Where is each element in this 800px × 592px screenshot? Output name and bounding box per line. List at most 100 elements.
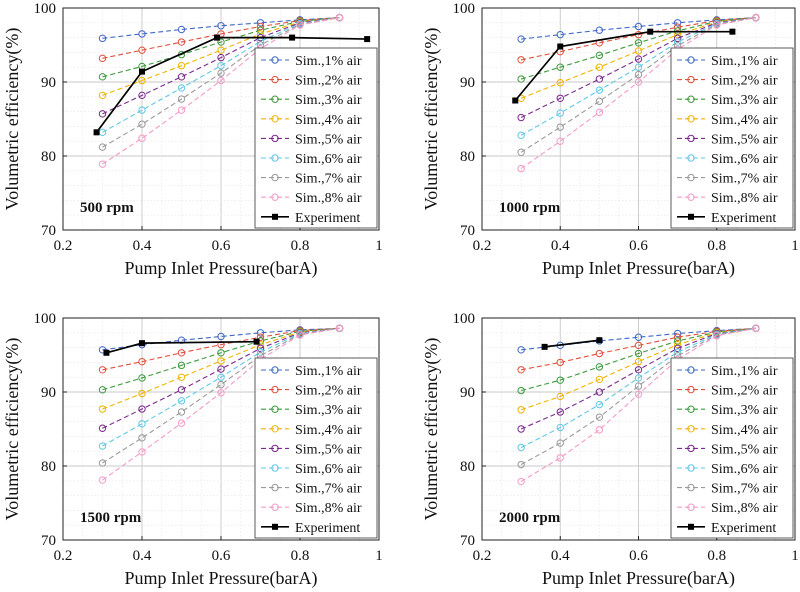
legend-label: Sim.,7% air [711,482,778,497]
series-line [102,17,340,115]
data-point [98,73,107,81]
data-point [138,46,146,54]
data-point [595,400,604,409]
experiment-point [729,28,736,35]
data-point [177,62,186,70]
data-point [634,39,643,47]
x-tick-label: 0.2 [54,548,73,564]
data-point [217,76,225,85]
legend-marker [687,75,695,84]
y-tick-label: 90 [41,385,56,401]
legend-label: Sim.,4% air [295,423,362,438]
x-axis-label: Pump Inlet Pressure(barA) [125,568,318,589]
legend-marker [687,95,695,103]
data-point [177,373,186,381]
legend-label: Sim.,2% air [711,384,778,399]
chart-panel-4: 0.2 0.4 0.6 0.8 1 70 80 90 100 Pump Inlet Pressur… [421,311,799,589]
data-point [98,424,107,432]
legend-entry-5: Sim.,5% air [677,442,778,457]
legend-label: Sim.,8% air [295,501,362,516]
x-tick-label: 0.6 [212,548,231,564]
experiment-point [289,34,296,41]
data-point [634,70,643,79]
legend-marker [687,56,695,64]
legend-marker [687,425,695,433]
experiment-point [253,338,260,345]
legend-marker [271,405,279,413]
data-point [217,365,225,373]
y-tick-label: 90 [460,75,475,91]
legend-marker [688,523,694,530]
data-point [217,357,225,365]
legend-label: Sim.,6% air [711,152,778,167]
legend-label: Sim.,7% air [295,172,362,187]
y-tick-label: 80 [41,459,56,475]
legend-entry-5: Sim.,5% air [261,132,362,147]
legend-label: Experiment [711,211,776,226]
legend-label: Sim.,3% air [711,93,778,108]
data-point [98,442,107,450]
legend-label: Sim.,4% air [711,113,778,128]
legend-entry-7: Sim.,7% air [261,482,362,497]
legend-label: Sim.,1% air [295,364,362,379]
legend-entry-7: Sim.,7% air [677,172,778,187]
legend-entry-3: Sim.,3% air [677,93,778,108]
data-point [517,35,525,43]
legend: Sim.,1% air Sim.,2% air Sim.,3% air Sim.,4%… [670,357,794,539]
legend-entry-7: Sim.,7% air [261,172,362,187]
data-point [517,75,525,83]
data-point [138,357,146,366]
data-point [98,91,107,100]
data-point [98,34,107,43]
data-point [256,348,265,356]
data-point [296,21,304,29]
data-point [634,22,643,31]
legend-label: Sim.,4% air [711,423,778,438]
legend-entry-2: Sim.,2% air [677,74,778,89]
legend-box [670,47,794,229]
legend-marker [687,134,695,143]
data-point [634,382,643,390]
experiment-point [541,343,548,350]
data-point [517,148,525,157]
legend-entry-4: Sim.,4% air [261,423,362,438]
data-point [595,349,604,358]
data-point [98,405,107,413]
data-point [98,54,107,63]
y-tick-label: 70 [41,223,56,239]
legend-entry-6: Sim.,6% air [261,152,362,167]
legend-entry-6: Sim.,6% air [677,152,778,167]
data-point [595,51,604,60]
rpm-annotation: 1500 rpm [80,510,142,526]
data-point [177,25,186,34]
legend-marker [687,173,695,182]
legend-entry-1: Sim.,1% air [677,364,778,379]
data-point [556,408,564,416]
data-point [595,108,604,117]
legend-label: Sim.,6% air [711,462,778,477]
series-sim-8 [98,13,344,168]
experiment-point [596,337,603,344]
experiment-point [512,97,519,104]
legend-label: Sim.,8% air [295,191,362,206]
data-point [556,423,564,432]
y-tick-label: 70 [460,223,475,239]
data-point [138,420,146,428]
data-point [177,361,186,370]
series-line [520,327,756,448]
data-point [556,439,564,447]
legend-label: Experiment [711,521,776,536]
data-point [517,477,525,486]
legend-marker [687,154,695,162]
legend-entry-6: Sim.,6% air [261,462,362,477]
x-tick-label: 1 [791,548,799,564]
data-point [138,434,146,442]
legend-entry-9: Experiment [261,211,360,226]
legend-entry-1: Sim.,1% air [261,364,362,379]
y-tick-label: 70 [41,533,56,549]
x-tick-label: 0.4 [551,238,570,254]
legend-box [254,47,378,229]
data-point [177,106,186,114]
legend-marker [271,385,279,394]
legend-entry-5: Sim.,5% air [261,442,362,457]
